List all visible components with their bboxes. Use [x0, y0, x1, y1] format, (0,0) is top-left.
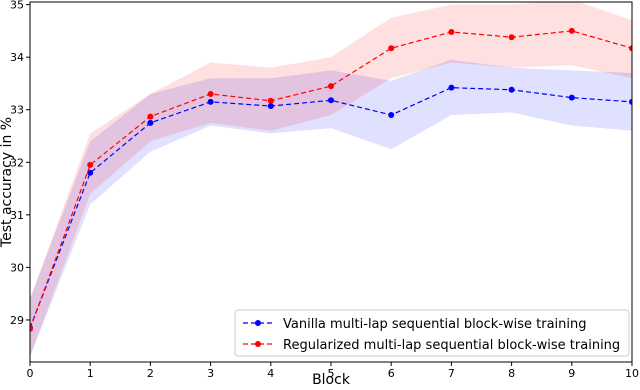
point: [629, 45, 632, 52]
confidence-band: [30, 59, 632, 357]
x-tick-label: 2: [147, 367, 154, 380]
legend-label: Vanilla multi-lap sequential block-wise …: [283, 317, 587, 332]
x-tick-label: 7: [448, 367, 455, 380]
y-tick-label: 31: [10, 209, 24, 222]
plot-area: [30, 2, 632, 357]
legend-box: [234, 309, 630, 357]
confidence-band: [30, 2, 632, 357]
x-tick-label: 9: [568, 367, 575, 380]
point: [568, 94, 575, 101]
x-tick-label: 6: [388, 367, 395, 380]
y-tick-label: 33: [10, 104, 24, 117]
point: [30, 325, 33, 332]
point: [508, 34, 515, 41]
point: [267, 103, 274, 110]
point: [448, 84, 455, 91]
legend-label: Regularized multi-lap sequential block-w…: [283, 338, 620, 353]
point: [328, 97, 334, 104]
y-tick-label: 34: [10, 51, 24, 64]
x-tick-label: 4: [267, 367, 274, 380]
x-tick-label: 8: [508, 367, 515, 380]
y-tick-label: 30: [10, 261, 24, 274]
legend-marker: [255, 341, 261, 347]
point: [388, 45, 395, 52]
point: [629, 98, 632, 105]
y-axis-title: Test accuracy in %: [0, 117, 15, 248]
y-tick-label: 32: [10, 156, 24, 169]
x-tick-label: 3: [207, 367, 214, 380]
point: [448, 28, 455, 35]
line: [30, 30, 632, 330]
point: [568, 27, 575, 34]
point: [87, 169, 94, 176]
x-axis-title: Block: [312, 372, 351, 388]
point: [207, 98, 214, 105]
y-tick-label: 29: [10, 314, 24, 327]
point: [147, 113, 154, 120]
x-tick-label: 5: [328, 367, 335, 380]
point: [388, 111, 395, 118]
point: [508, 86, 515, 93]
legend-marker: [255, 320, 261, 326]
x-tick-label: 10: [625, 367, 639, 380]
y-tick-label: 35: [10, 0, 24, 12]
line: [30, 87, 632, 329]
point: [207, 90, 214, 97]
x-tick-label: 1: [87, 367, 94, 380]
point: [87, 161, 94, 168]
point: [147, 119, 154, 126]
point: [267, 97, 274, 104]
point: [328, 83, 334, 90]
x-tick-label: 0: [27, 367, 34, 380]
